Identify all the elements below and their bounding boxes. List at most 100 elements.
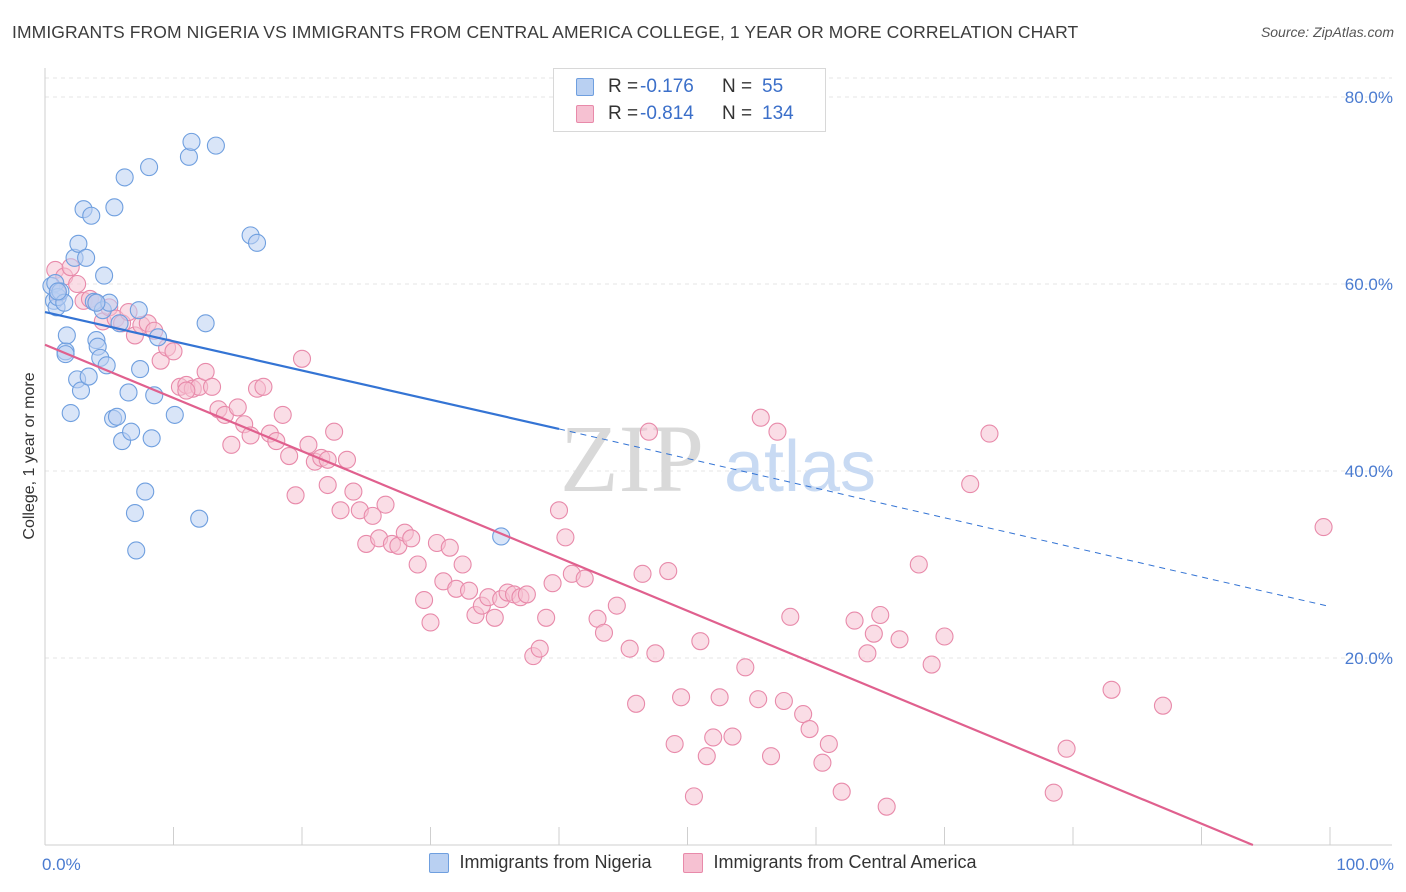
- nigeria-point: [82, 206, 101, 225]
- central-america-point: [749, 690, 768, 709]
- central-america-trend-line: [44, 343, 1254, 847]
- central-america-point: [331, 501, 350, 520]
- central-america-swatch: [576, 105, 594, 123]
- series-legend-central-america[interactable]: Immigrants from Central America: [683, 852, 977, 873]
- central-america-point: [408, 555, 427, 574]
- central-america-point: [222, 435, 241, 454]
- central-america-point: [768, 422, 787, 441]
- y-axis-label: College, 1 year or more: [21, 372, 38, 539]
- central-america-point: [684, 787, 703, 806]
- nigeria-point: [79, 367, 98, 386]
- central-america-point: [485, 608, 504, 627]
- central-america-point: [1153, 696, 1172, 715]
- nigeria-point: [95, 266, 114, 285]
- r-label: R =: [608, 76, 639, 97]
- central-america-point: [858, 644, 877, 663]
- nigeria-point: [179, 147, 198, 166]
- y-tick-label: 60.0%: [1345, 275, 1393, 294]
- nigeria-point: [87, 293, 106, 312]
- watermark: ZIP atlas: [560, 405, 876, 512]
- correlation-legend: R = -0.176 N = 55 R = -0.814 N = 134: [553, 68, 826, 132]
- source-credit: Source: ZipAtlas.com: [1260, 24, 1394, 40]
- central-america-r-value: -0.814: [640, 103, 694, 124]
- central-america-point: [639, 422, 659, 441]
- series-legend: Immigrants from Nigeria Immigrants from …: [0, 852, 1406, 873]
- grid-layer: [45, 77, 1392, 659]
- central-america-point: [723, 727, 742, 746]
- central-america-n-value: 134: [762, 103, 794, 124]
- central-america-point: [794, 705, 813, 724]
- central-america-point: [1314, 518, 1333, 537]
- nigeria-point: [115, 168, 134, 187]
- central-america-point: [774, 691, 793, 711]
- y-tick-labels: 20.0% 40.0% 60.0% 80.0%: [1345, 88, 1393, 668]
- central-america-point: [530, 639, 549, 658]
- central-america-point: [402, 529, 421, 548]
- central-america-point: [813, 753, 832, 772]
- central-america-legend-label: Immigrants from Central America: [713, 852, 977, 872]
- nigeria-point: [61, 403, 80, 423]
- central-america-point: [659, 561, 678, 581]
- nigeria-r-value: -0.176: [640, 76, 694, 97]
- central-america-point: [633, 564, 652, 583]
- central-america-point: [594, 623, 614, 642]
- central-america-point: [164, 342, 183, 361]
- central-america-point: [890, 630, 909, 649]
- central-america-point: [549, 501, 569, 520]
- central-america-point: [607, 596, 626, 615]
- central-america-point: [736, 658, 755, 677]
- central-america-point: [337, 450, 357, 469]
- nigeria-point: [119, 383, 138, 402]
- y-tick-label: 80.0%: [1345, 88, 1393, 107]
- central-america-point: [517, 585, 536, 604]
- central-america-point: [620, 639, 639, 658]
- x-tick-label-min: 0.0%: [42, 855, 81, 874]
- central-america-point: [292, 349, 312, 368]
- central-america-point: [980, 424, 999, 443]
- central-america-point: [421, 613, 440, 632]
- nigeria-trend-line: [44, 310, 560, 430]
- nigeria-point: [71, 381, 91, 400]
- central-america-point: [935, 627, 954, 646]
- central-america-point: [665, 734, 684, 754]
- nigeria-point: [165, 405, 184, 424]
- nigeria-point: [136, 482, 155, 501]
- central-america-point: [1102, 680, 1121, 699]
- r-label: R =: [608, 103, 639, 124]
- nigeria-point: [107, 407, 127, 426]
- central-america-point: [203, 377, 222, 396]
- central-america-point: [761, 747, 781, 766]
- central-america-point: [376, 495, 395, 514]
- central-america-point: [196, 362, 215, 381]
- central-america-point: [228, 398, 247, 417]
- nigeria-legend-label: Immigrants from Nigeria: [459, 852, 652, 872]
- central-america-point: [710, 688, 729, 707]
- central-america-point: [922, 655, 941, 674]
- nigeria-point: [196, 314, 215, 333]
- nigeria-point: [57, 326, 76, 345]
- chart-title: IMMIGRANTS FROM NIGERIA VS IMMIGRANTS FR…: [12, 22, 1079, 42]
- central-america-point: [1057, 739, 1076, 758]
- central-america-point: [254, 377, 273, 396]
- central-america-point: [832, 782, 851, 801]
- central-america-point: [318, 475, 337, 495]
- central-america-legend-swatch: [683, 852, 704, 873]
- y-tick-label: 40.0%: [1345, 462, 1393, 481]
- nigeria-point: [182, 132, 201, 151]
- central-america-point: [363, 506, 382, 525]
- central-america-point: [344, 482, 363, 501]
- n-label: N =: [722, 103, 753, 124]
- central-america-point: [877, 797, 896, 816]
- series-legend-nigeria[interactable]: Immigrants from Nigeria: [429, 852, 651, 873]
- central-america-point: [909, 555, 928, 574]
- central-america-point: [575, 569, 594, 588]
- nigeria-point: [48, 282, 67, 301]
- central-america-point: [845, 611, 864, 630]
- central-america-point: [68, 274, 87, 294]
- nigeria-swatch: [576, 78, 594, 96]
- central-america-point: [543, 574, 562, 593]
- nigeria-point: [131, 360, 150, 379]
- central-america-point: [751, 408, 770, 427]
- central-america-point: [286, 486, 305, 505]
- central-america-point: [556, 528, 575, 547]
